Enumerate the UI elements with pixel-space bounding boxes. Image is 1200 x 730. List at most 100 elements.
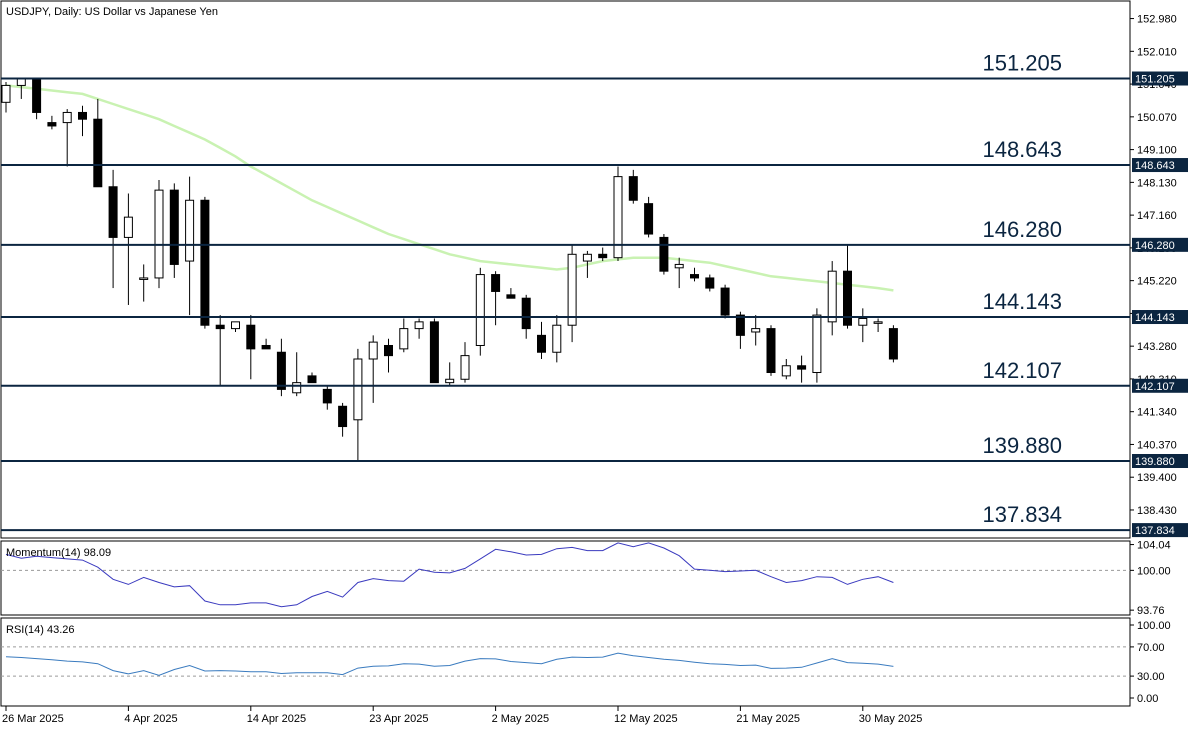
candle [751, 315, 761, 346]
candle-body [322, 388, 332, 404]
candle-body [858, 317, 868, 326]
candle [475, 267, 485, 356]
candle-body [108, 186, 118, 238]
candle-body [123, 216, 133, 238]
candle-body [690, 274, 699, 279]
x-tick-label: 30 May 2025 [859, 713, 923, 725]
candle [231, 321, 240, 332]
candle [1, 82, 11, 113]
level-label: 146.280 [982, 217, 1062, 242]
rsi-title: RSI(14) 43.26 [6, 624, 74, 636]
candle-body [644, 203, 654, 235]
candle-body [475, 274, 485, 346]
level-price-badge-label: 142.107 [1135, 381, 1175, 393]
candle-body [797, 365, 807, 370]
candle [399, 318, 409, 353]
rsi-panel [0, 617, 1131, 707]
rsi-line [5, 652, 894, 676]
candle [47, 115, 57, 130]
y-tick-label: 147.160 [1137, 210, 1177, 222]
candle [797, 355, 807, 383]
y-tick-label: 150.070 [1137, 112, 1177, 124]
level-price-badge [1132, 237, 1188, 252]
candle [307, 372, 317, 384]
candle-body [751, 328, 761, 333]
candle [598, 247, 608, 262]
candle [812, 308, 822, 383]
candle-body [537, 334, 546, 353]
price-plot: 152.980152.010151.040150.070149.100148.1… [1, 14, 1188, 538]
candle [506, 288, 516, 299]
candle-body [812, 314, 822, 374]
momentum-plot: 104.04 100.00 93.76 [1, 540, 1171, 617]
candle-body [368, 341, 378, 360]
level-label: 137.834 [982, 502, 1062, 527]
candle-body [827, 270, 837, 323]
candle [567, 244, 577, 343]
candle [108, 169, 118, 289]
level-price-badge-label: 148.643 [1135, 160, 1175, 172]
candle-body [445, 378, 455, 384]
candle-body [93, 118, 103, 188]
candle [185, 176, 195, 316]
candle-body [873, 321, 883, 324]
candle [154, 180, 164, 289]
candle-body [888, 328, 898, 360]
candle-body [659, 236, 669, 272]
candle [62, 109, 72, 167]
candle [674, 257, 684, 289]
level-label: 139.880 [982, 433, 1062, 458]
candle [93, 98, 103, 188]
candle [338, 402, 348, 437]
candle-body [843, 270, 852, 326]
x-tick-label: 14 Apr 2025 [247, 713, 306, 725]
level-price-badge [1132, 310, 1188, 325]
candle-body [16, 78, 26, 86]
y-tick-label: 149.100 [1137, 145, 1177, 157]
candle [690, 267, 699, 282]
y-tick-label: 93.76 [1137, 605, 1165, 617]
candle [384, 338, 393, 373]
candle [644, 196, 654, 238]
candle-body [384, 344, 393, 357]
level-price-badge [1132, 378, 1188, 393]
candle-body [521, 297, 531, 330]
level-price-badge-label: 146.280 [1135, 240, 1175, 252]
level-price-badge [1132, 71, 1188, 86]
candle-body [460, 355, 470, 380]
y-tick-label: 148.130 [1137, 177, 1177, 189]
candle-body [720, 287, 730, 316]
x-axis: 26 Mar 2025 4 Apr 2025 14 Apr 2025 23 Apr 2… [2, 706, 922, 725]
level-price-badge-label: 139.880 [1135, 456, 1175, 468]
x-tick-label: 4 Apr 2025 [124, 713, 177, 725]
candle-body [307, 375, 317, 384]
momentum-title: Momentum(14) 98.09 [6, 547, 111, 559]
candle [414, 318, 424, 339]
candle-body [613, 176, 623, 259]
candle-body [735, 314, 745, 336]
candle [429, 318, 439, 384]
chart-title: USDJPY, Daily: US Dollar vs Japanese Yen [6, 6, 218, 18]
candle [766, 325, 776, 376]
candle [843, 244, 852, 329]
candle [200, 196, 210, 329]
candle-body [338, 405, 348, 428]
candle [139, 264, 149, 302]
candle-body [399, 328, 409, 350]
candle-body [582, 253, 592, 262]
candle-body [261, 344, 271, 350]
candle [368, 335, 378, 403]
candle-body [169, 189, 179, 265]
y-tick-label: 140.370 [1137, 439, 1177, 451]
candle [873, 318, 883, 332]
level-price-badge-label: 151.205 [1135, 74, 1175, 86]
x-tick-label: 12 May 2025 [614, 713, 678, 725]
level-price-badge-label: 137.834 [1135, 525, 1175, 537]
level-label: 144.143 [982, 289, 1062, 314]
y-tick-label: 143.280 [1137, 341, 1177, 353]
candle-body [414, 321, 424, 330]
candle-body [47, 122, 57, 127]
candle-body [628, 176, 638, 201]
